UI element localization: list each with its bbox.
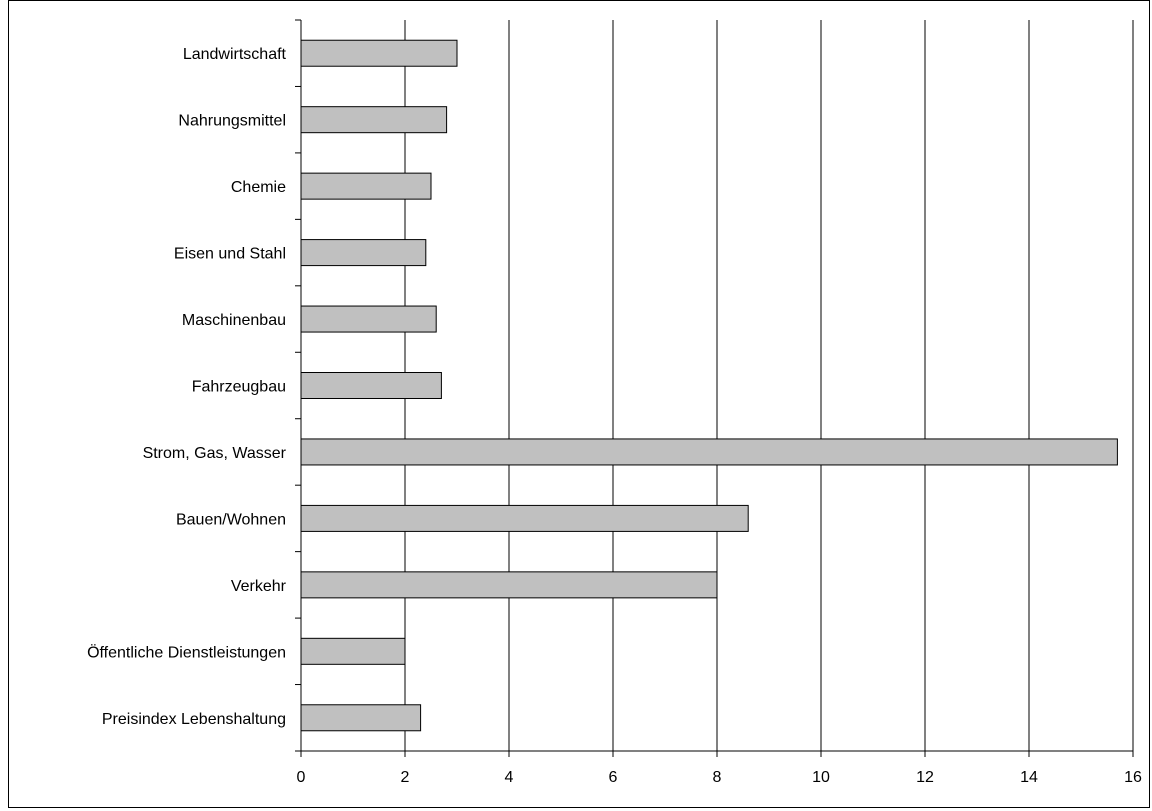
- category-label: Fahrzeugbau: [192, 379, 286, 396]
- category-label: Preisindex Lebenshaltung: [102, 711, 286, 728]
- x-tick-label: 16: [1124, 769, 1142, 786]
- x-tick-labels: 0 2 4 6 8 10 12 14 16: [297, 769, 1142, 786]
- category-label: Eisen und Stahl: [174, 246, 286, 263]
- x-tick-label: 4: [505, 769, 514, 786]
- gridlines: [404, 20, 1134, 751]
- bar-9: [300, 637, 406, 665]
- category-label: Verkehr: [231, 578, 287, 595]
- bar-10: [300, 704, 422, 732]
- bars: [300, 39, 1118, 732]
- bar-7: [300, 504, 749, 532]
- bar-5: [300, 372, 442, 399]
- bar-0: [300, 39, 458, 67]
- category-label: Strom, Gas, Wasser: [143, 445, 287, 462]
- bar-6: [300, 438, 1118, 466]
- x-tick-label: 12: [916, 769, 934, 786]
- x-tick-label: 0: [297, 769, 306, 786]
- category-label: Bauen/Wohnen: [176, 511, 286, 528]
- x-tick-label: 8: [713, 769, 722, 786]
- category-label: Öffentliche Dienstleistungen: [87, 643, 286, 661]
- x-tick-label: 2: [401, 769, 410, 786]
- category-labels: Landwirtschaft Nahrungsmittel Chemie Eisen …: [87, 46, 287, 728]
- bar-4: [300, 305, 437, 333]
- x-tick-label: 10: [812, 769, 830, 786]
- category-label: Nahrungsmittel: [178, 113, 286, 130]
- x-tick-label: 14: [1020, 769, 1038, 786]
- axes: [295, 19, 1134, 757]
- bar-2: [300, 172, 432, 200]
- category-label: Maschinenbau: [182, 312, 286, 329]
- chart-frame: [8, 0, 1150, 808]
- bar-1: [300, 106, 448, 134]
- bar-8: [300, 571, 718, 599]
- category-label: Landwirtschaft: [183, 46, 287, 63]
- category-label: Chemie: [231, 179, 286, 196]
- bar-3: [300, 239, 427, 267]
- x-tick-label: 6: [609, 769, 618, 786]
